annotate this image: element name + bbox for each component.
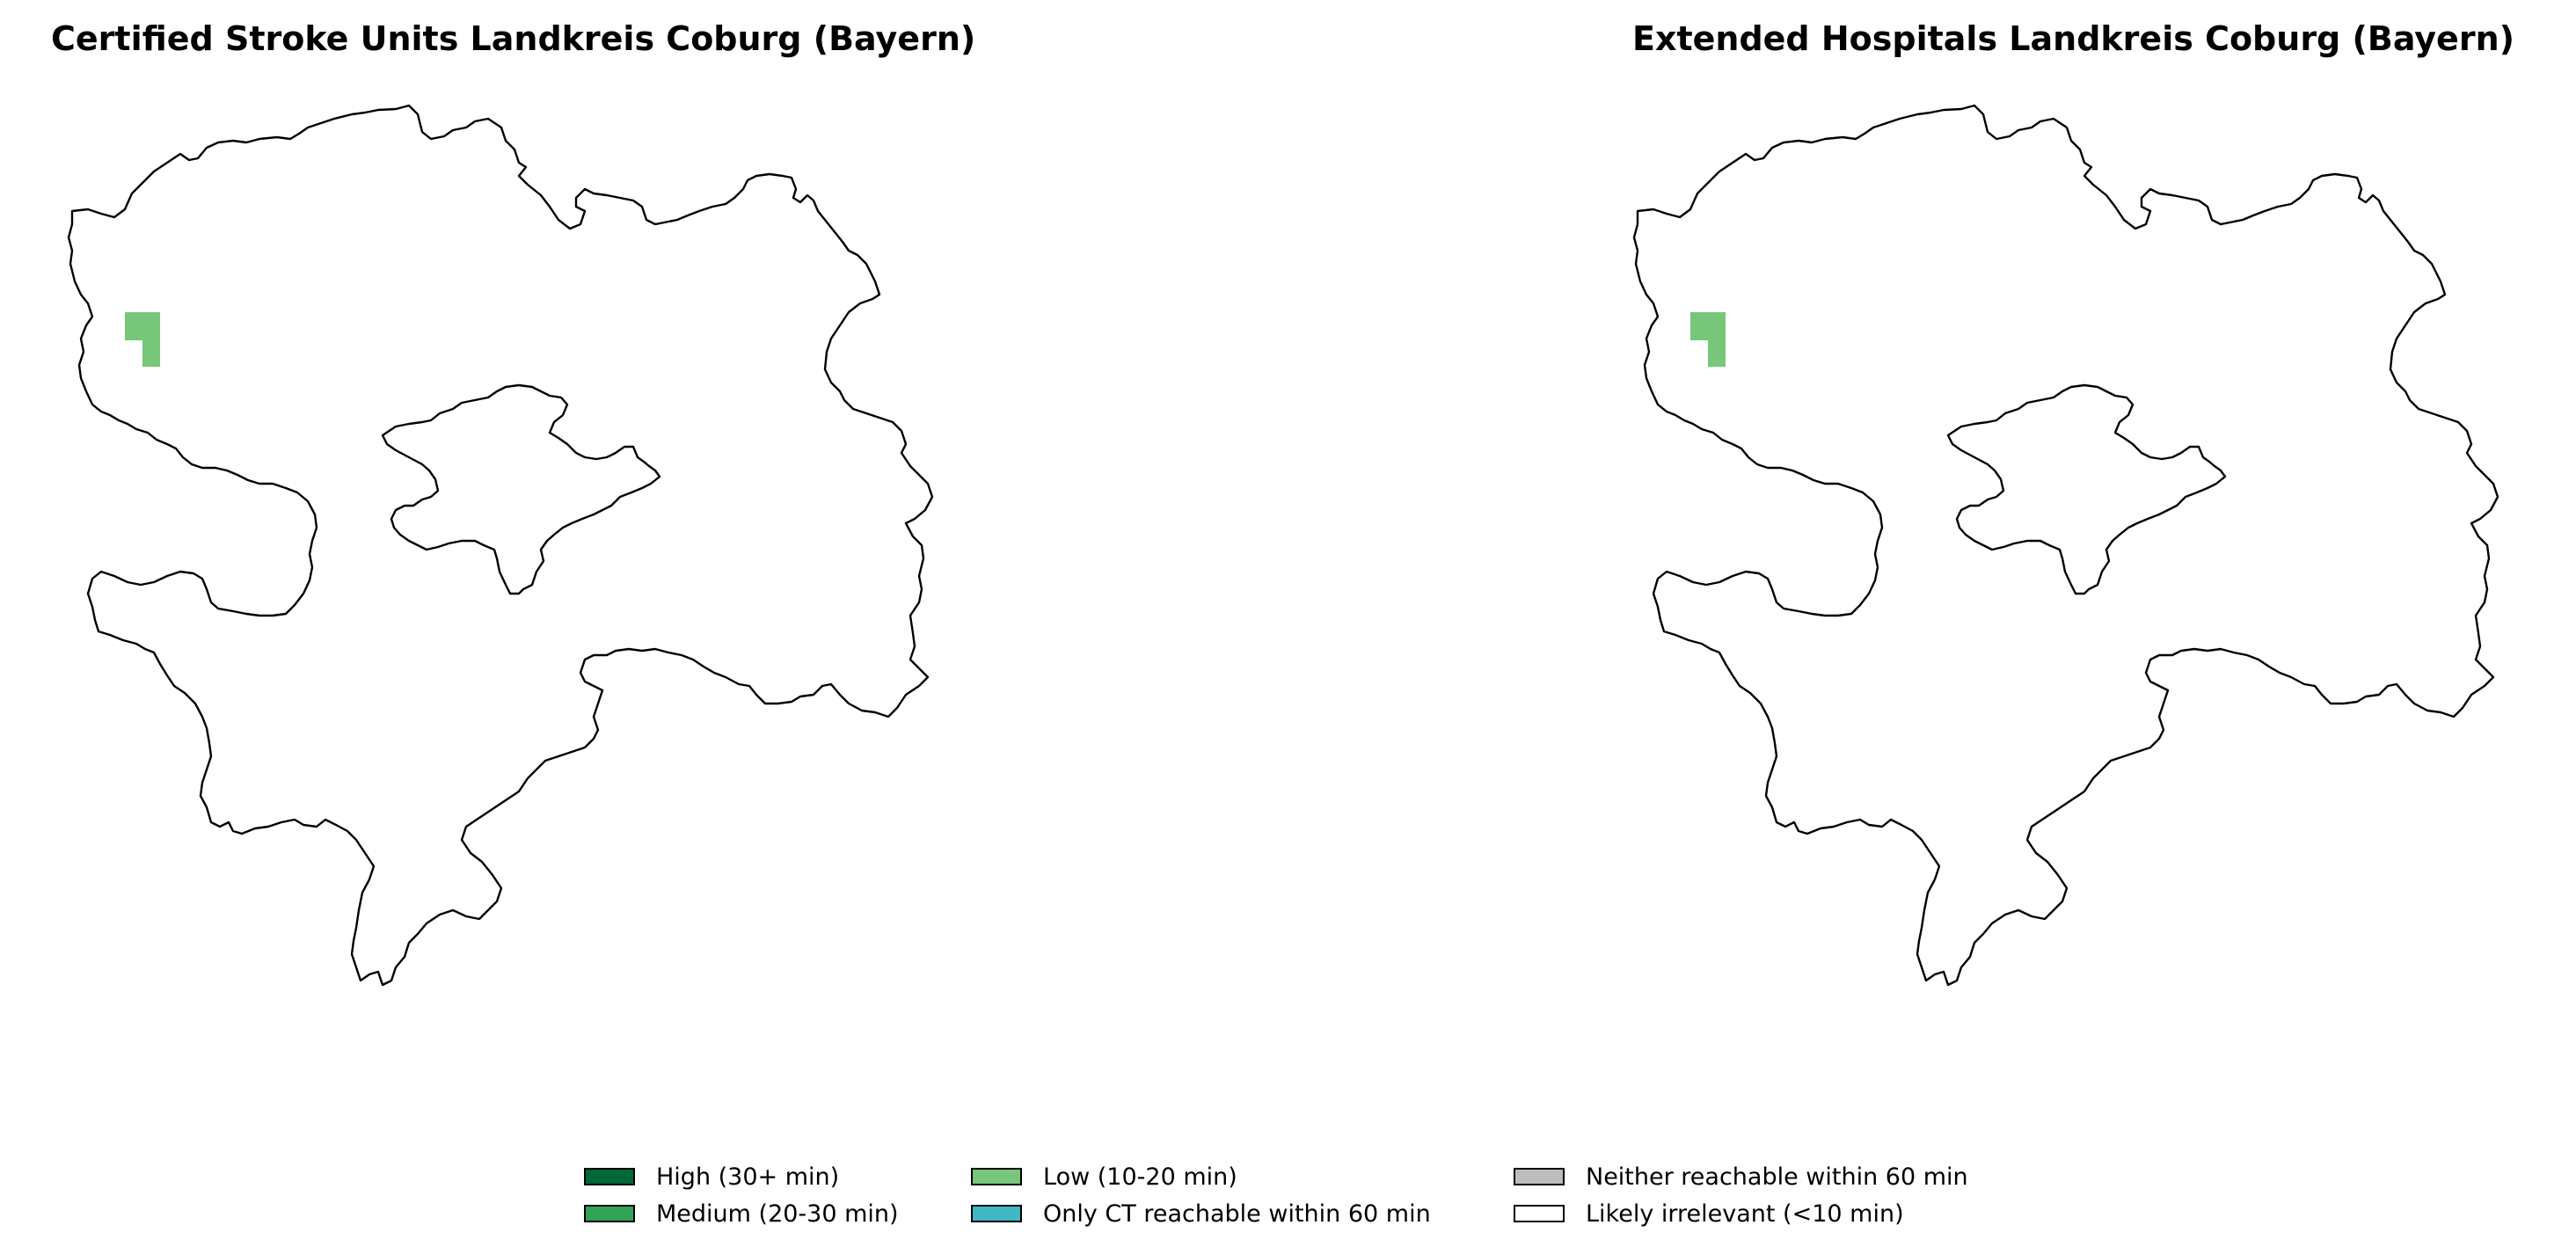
legend-label-neither: Neither reachable within 60 min (1586, 1163, 1968, 1191)
legend-item-irrelevant: Likely irrelevant (<10 min) (1514, 1196, 1904, 1231)
map-left (67, 104, 934, 987)
district-outline-right (1632, 104, 2499, 987)
legend-item-neither: Neither reachable within 60 min (1514, 1159, 1968, 1194)
legend-swatch-high (584, 1168, 635, 1185)
legend-label-medium: Medium (20-30 min) (656, 1200, 899, 1228)
map-right (1632, 104, 2499, 987)
legend-swatch-low (971, 1168, 1022, 1185)
legend-swatch-irrelevant (1514, 1205, 1565, 1222)
legend-swatch-medium (584, 1205, 635, 1222)
legend-item-medium: Medium (20-30 min) (584, 1196, 899, 1231)
district-outline-left (67, 104, 934, 987)
legend-item-high: High (30+ min) (584, 1159, 839, 1194)
low-access-cells-left (125, 312, 160, 367)
legend: High (30+ min) Medium (20-30 min) Low (1… (0, 1159, 2576, 1238)
map-title-right: Extended Hospitals Landkreis Coburg (Bay… (1632, 19, 2514, 58)
legend-item-low: Low (10-20 min) (971, 1159, 1237, 1194)
legend-swatch-neither (1514, 1168, 1565, 1185)
low-access-cells-right (1690, 312, 1726, 367)
legend-label-high: High (30+ min) (656, 1163, 840, 1191)
legend-label-low: Low (10-20 min) (1043, 1163, 1237, 1191)
legend-item-ct-only: Only CT reachable within 60 min (971, 1196, 1431, 1231)
legend-label-ct-only: Only CT reachable within 60 min (1043, 1200, 1431, 1228)
legend-label-irrelevant: Likely irrelevant (<10 min) (1586, 1200, 1904, 1228)
map-title-left: Certified Stroke Units Landkreis Coburg … (51, 19, 976, 58)
legend-swatch-ct-only (971, 1205, 1022, 1222)
